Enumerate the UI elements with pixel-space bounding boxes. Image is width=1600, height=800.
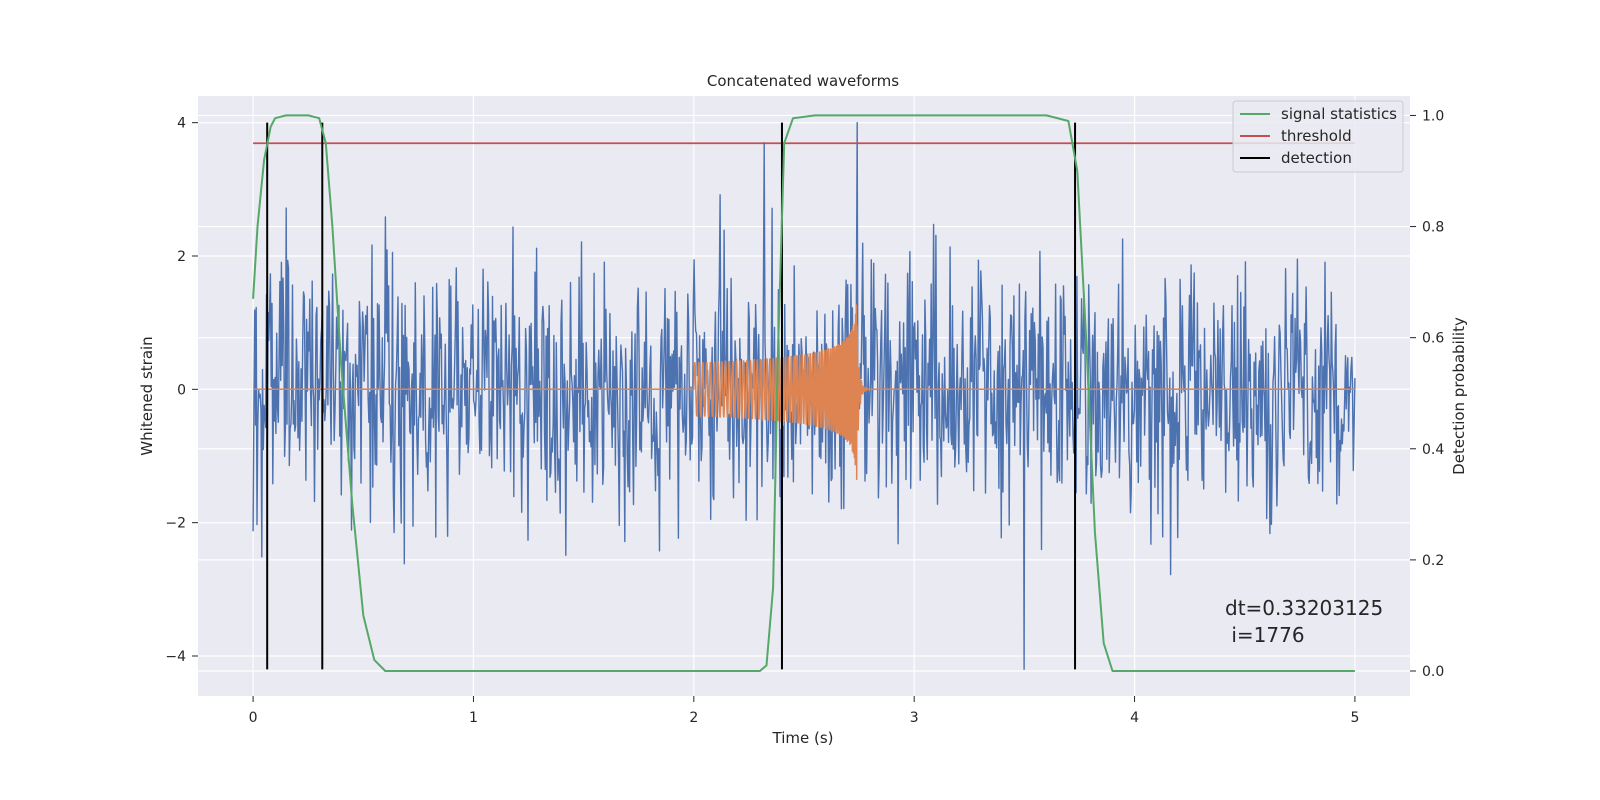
annotation: dt=0.33203125 i=1776 (1225, 596, 1383, 647)
y2-tick-label: 0.6 (1422, 331, 1444, 347)
y2-tick-label: 0.4 (1422, 442, 1444, 458)
legend-frame (1232, 100, 1404, 173)
chirp-line (253, 304, 1355, 480)
y2-axis-ticks: 0.0 0.2 0.4 0.6 0.8 1.0 (1410, 108, 1444, 680)
y-tick-label: −2 (165, 516, 186, 532)
y-axis-label: Whitened strain (138, 336, 156, 455)
y-axis-ticks: −4 −2 0 2 4 (165, 116, 198, 665)
x-tick-label: 4 (1130, 710, 1139, 726)
grid (198, 96, 1410, 696)
signal-statistics-line (252, 114, 1355, 672)
x-tick-label: 2 (689, 710, 698, 726)
x-axis-label: Time (s) (772, 729, 834, 747)
series-chirp-waveform (253, 304, 1355, 480)
legend-label-signal-statistics: signal statistics (1281, 105, 1397, 123)
y-tick-label: 4 (177, 116, 186, 132)
plot-area (198, 96, 1410, 696)
y-tick-label: 2 (177, 249, 186, 265)
x-tick-label: 1 (469, 710, 478, 726)
y2-tick-label: 0.0 (1422, 664, 1444, 680)
x-axis-ticks: 0 1 2 3 4 5 (249, 696, 1359, 726)
y2-axis-label: Detection probability (1450, 317, 1468, 475)
legend-label-detection: detection (1281, 149, 1352, 167)
legend-label-threshold: threshold (1281, 127, 1352, 145)
series-signal-statistics (252, 114, 1355, 672)
x-tick-label: 5 (1350, 710, 1359, 726)
annotation-dt: dt=0.33203125 (1225, 596, 1383, 620)
y2-tick-label: 1.0 (1422, 108, 1444, 124)
x-tick-label: 3 (910, 710, 919, 726)
legend: signal statistics threshold detection (1232, 100, 1404, 173)
chart-title: Concatenated waveforms (707, 72, 899, 90)
y-tick-label: −4 (165, 649, 186, 665)
y-tick-label: 0 (177, 382, 186, 398)
y2-tick-label: 0.2 (1422, 553, 1444, 569)
annotation-index: i=1776 (1225, 623, 1305, 647)
y2-tick-label: 0.8 (1422, 220, 1444, 236)
x-tick-label: 0 (249, 710, 258, 726)
